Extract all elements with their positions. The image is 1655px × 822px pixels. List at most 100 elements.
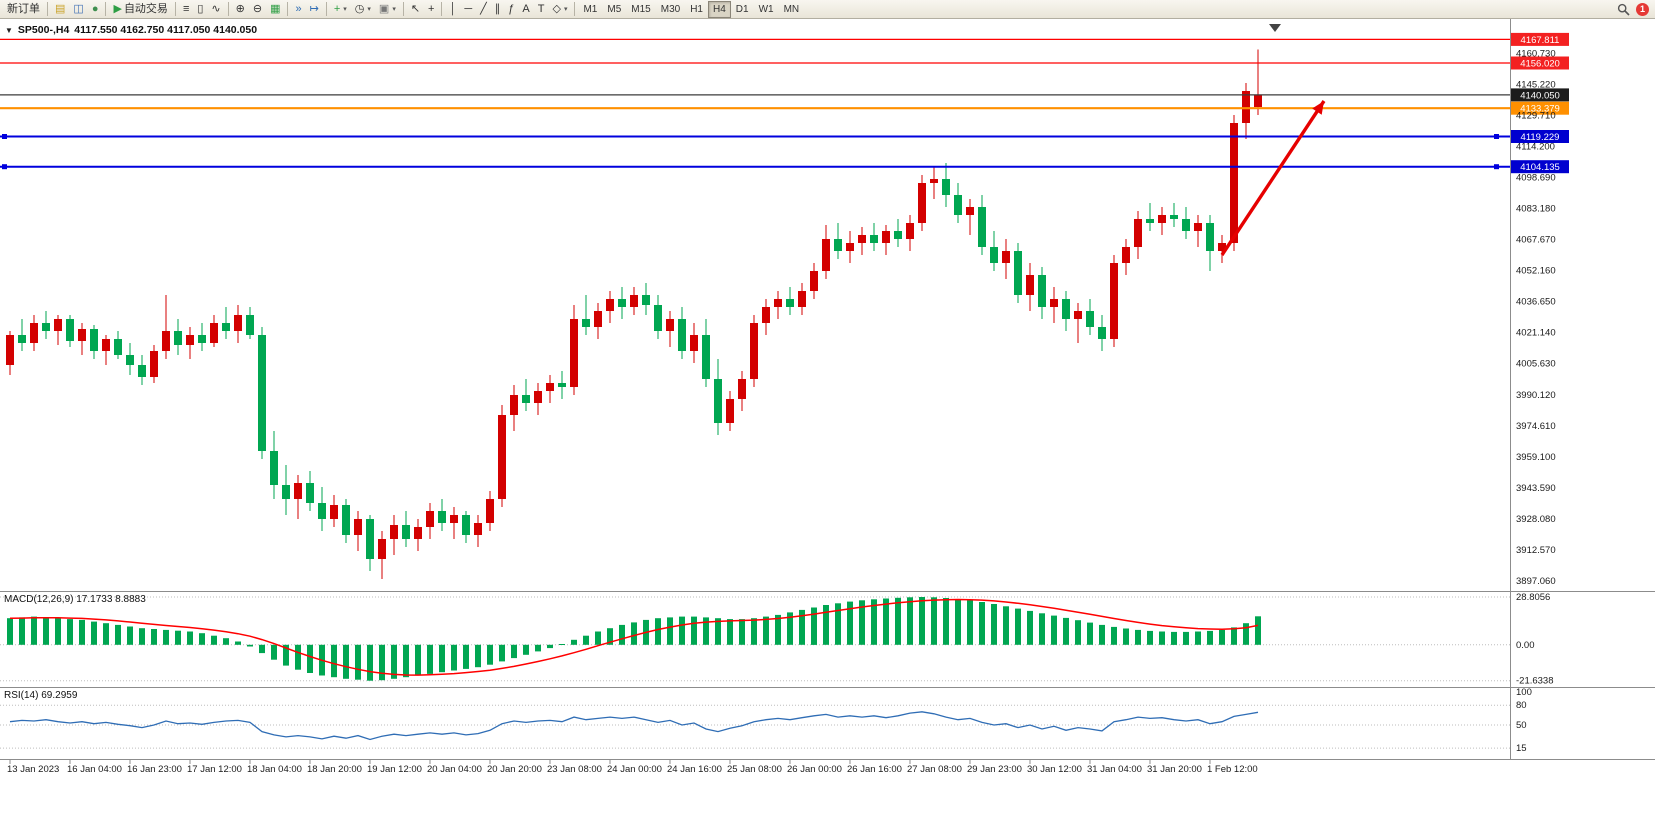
support-line-2-handle[interactable]: [2, 164, 7, 170]
time-axis-label: 30 Jan 12:00: [1027, 764, 1082, 775]
candle-body: [1254, 94, 1262, 107]
macd-histogram-bar: [571, 639, 577, 645]
collapse-icon[interactable]: ▼: [5, 25, 13, 35]
price-axis-label: 4052.160: [1516, 266, 1556, 277]
text-label-icon-button[interactable]: T: [534, 0, 549, 18]
timeframe-h1[interactable]: H1: [690, 3, 703, 15]
notification-badge[interactable]: 1: [1636, 2, 1649, 16]
templates-icon-button[interactable]: ▣ ▾: [375, 0, 400, 18]
candlestick-chart-icon-button[interactable]: ▯: [193, 0, 207, 18]
candle-body: [810, 271, 818, 291]
timeframe-m15[interactable]: M15: [631, 3, 651, 15]
zoom-out-icon-button[interactable]: ⊖: [249, 0, 266, 18]
macd-histogram-bar: [499, 644, 505, 662]
svg-text:4119.229: 4119.229: [1521, 132, 1560, 143]
macd-histogram-bar: [1171, 631, 1177, 645]
line-chart-icon-button[interactable]: ∿: [207, 0, 224, 18]
macd-histogram-bar: [439, 644, 445, 673]
candle-body: [30, 323, 38, 343]
templates-icon-icon: ▣: [378, 2, 390, 15]
fibonacci-icon-icon: ƒ: [508, 2, 515, 15]
chart-plot-area[interactable]: [0, 19, 1510, 591]
macd-histogram-bar: [79, 619, 85, 645]
tile-windows-icon-button[interactable]: ▦: [266, 0, 284, 18]
candle-body: [738, 379, 746, 399]
support-line-2-handle[interactable]: [1494, 164, 1499, 170]
periods-icon-button[interactable]: ◷ ▾: [351, 0, 375, 18]
candle-body: [678, 319, 686, 351]
macd-histogram-bar: [175, 630, 181, 645]
toolbar-right: 1: [1617, 2, 1652, 16]
crosshair-icon-button[interactable]: +: [424, 0, 438, 18]
candle-body: [822, 239, 830, 271]
candle-body: [1002, 251, 1010, 263]
shapes-icon-button[interactable]: ◇ ▾: [548, 0, 571, 18]
macd-histogram-bar: [43, 617, 49, 645]
indicators-icon-icon: +: [333, 2, 341, 15]
text-icon-button[interactable]: A: [518, 0, 533, 18]
macd-histogram-bar: [847, 601, 853, 645]
chart-shift-icon-button[interactable]: ↦: [306, 0, 323, 18]
vertical-line-icon-icon: │: [449, 2, 457, 15]
candle-body: [1050, 299, 1058, 307]
candle-body: [1014, 251, 1022, 295]
new-order-button[interactable]: 新订单: [3, 0, 44, 18]
zoom-in-icon-button[interactable]: ⊕: [232, 0, 249, 18]
macd-histogram-bar: [1123, 628, 1129, 645]
auto-scroll-icon-button[interactable]: »: [291, 0, 305, 18]
candle-body: [42, 323, 50, 331]
candle-body: [282, 485, 290, 499]
candle-body: [834, 239, 842, 251]
timeframe-h4[interactable]: H4: [707, 0, 731, 18]
timeframe-m30[interactable]: M30: [660, 3, 681, 15]
timeframe-mn[interactable]: MN: [783, 3, 800, 15]
indicators-icon-button[interactable]: + ▾: [330, 0, 351, 18]
candle-body: [1098, 327, 1106, 339]
cursor-icon-button[interactable]: ↖: [407, 0, 424, 18]
market-watch-icon-button[interactable]: ▤: [51, 0, 69, 18]
candle-body: [498, 415, 506, 499]
chart-shift-marker[interactable]: [1269, 24, 1281, 32]
horizontal-line-icon-button[interactable]: ─: [460, 0, 476, 18]
candle-body: [186, 335, 194, 345]
candle-body: [618, 299, 626, 307]
macd-histogram-bar: [691, 616, 697, 645]
channel-icon-button[interactable]: ∥: [491, 0, 505, 18]
search-icon[interactable]: [1617, 3, 1630, 16]
macd-histogram-bar: [655, 618, 661, 645]
data-window-icon-button[interactable]: ◫: [69, 0, 87, 18]
fibonacci-icon-button[interactable]: ƒ: [504, 0, 518, 18]
macd-histogram-bar: [775, 614, 781, 645]
auto-trading-button[interactable]: ▶ 自动交易: [109, 0, 171, 18]
candle-body: [558, 383, 566, 387]
zoom-out-icon-icon: ⊖: [252, 2, 263, 15]
toolbar-separator: [174, 2, 176, 16]
candle-body: [1182, 219, 1190, 231]
candle-body: [162, 331, 170, 351]
bar-chart-icon-button[interactable]: ≡: [179, 0, 193, 18]
time-axis-label: 24 Jan 16:00: [667, 764, 722, 775]
toolbar-separator: [287, 2, 289, 16]
chevron-down-icon: ▾: [563, 5, 568, 13]
candle-body: [18, 335, 26, 343]
time-axis-label: 27 Jan 08:00: [907, 764, 962, 775]
navigator-icon-button[interactable]: ●: [88, 0, 103, 18]
macd-histogram-bar: [91, 621, 97, 645]
candle-body: [750, 323, 758, 379]
candle-body: [858, 235, 866, 243]
timeframe-m5[interactable]: M5: [607, 3, 622, 15]
macd-histogram-bar: [559, 644, 565, 645]
timeframe-d1[interactable]: D1: [735, 3, 749, 15]
candle-body: [1074, 311, 1082, 319]
support-line-1-handle[interactable]: [2, 134, 7, 139]
time-axis[interactable]: 13 Jan 2023 16 Jan 04:00 16 Jan 23:00 17 Ja…: [7, 760, 1258, 775]
candle-body: [150, 351, 158, 377]
timeframe-m1[interactable]: M1: [583, 3, 598, 15]
vertical-line-icon-button[interactable]: │: [445, 0, 460, 18]
support-line-1-handle[interactable]: [1494, 134, 1499, 139]
macd-histogram-bar: [427, 644, 433, 674]
trend-arrow[interactable]: [1220, 100, 1326, 256]
trendline-icon-button[interactable]: ╱: [476, 0, 491, 18]
macd-histogram-bar: [595, 631, 601, 645]
timeframe-w1[interactable]: W1: [758, 3, 774, 15]
